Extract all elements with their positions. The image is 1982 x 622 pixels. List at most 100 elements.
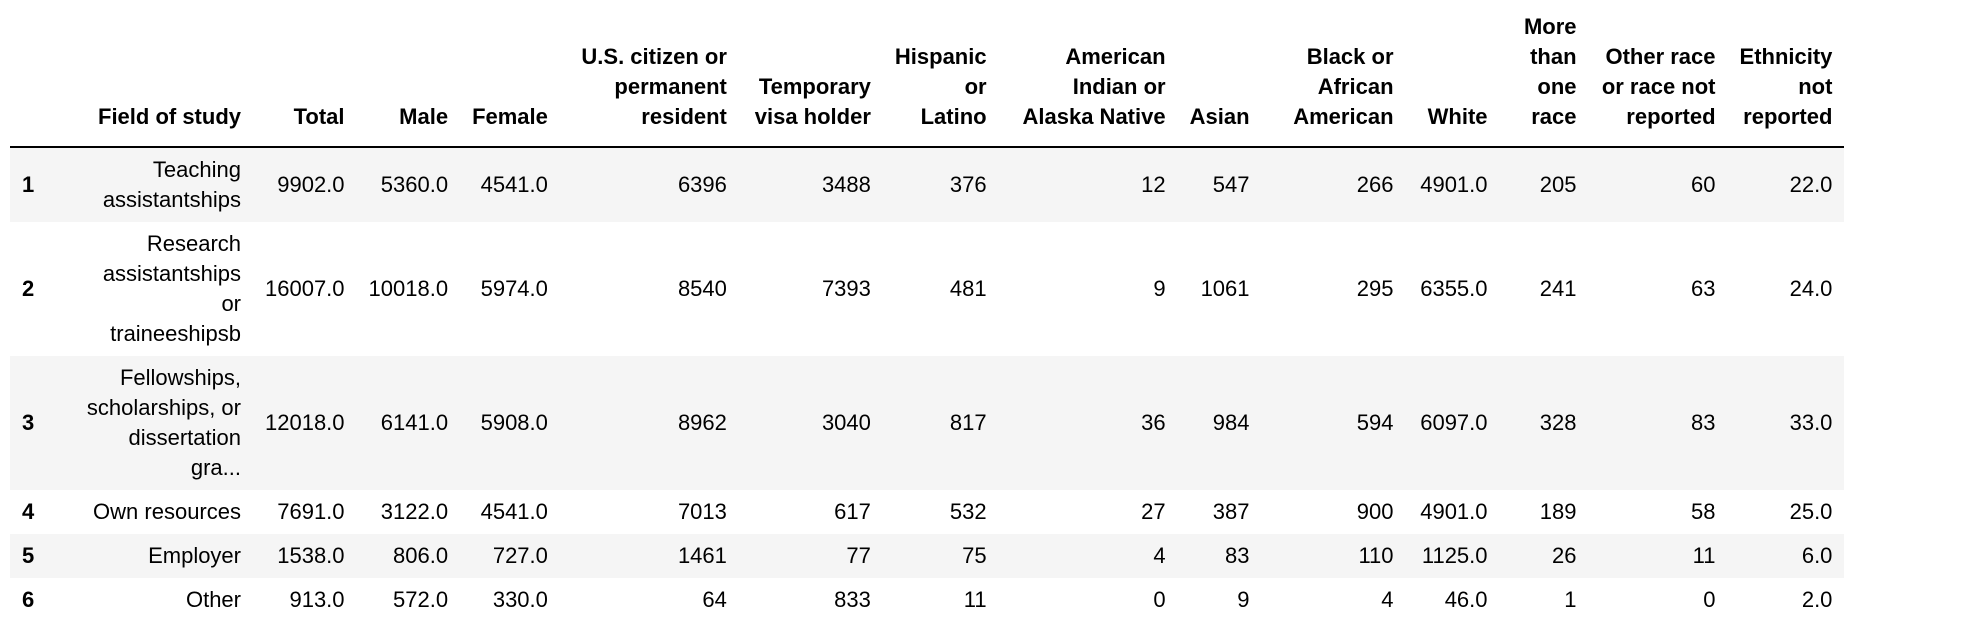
cell-asian: 547 xyxy=(1212,172,1250,197)
cell-us-citizen: 8540 xyxy=(677,276,727,301)
cell-black: 266 xyxy=(1356,172,1394,197)
table-row: 1 Teaching assistantships 9902.0 5360.0 … xyxy=(10,147,1845,222)
cell-white: 46.0 xyxy=(1444,587,1488,612)
cell-male: 5360.0 xyxy=(380,172,449,197)
cell-us-citizen: 7013 xyxy=(677,499,727,524)
column-header-ethnicity-not-reported: Ethnicity not reported xyxy=(1727,10,1845,148)
cell-other-race: 11 xyxy=(1692,543,1716,568)
cell-asian: 984 xyxy=(1212,410,1250,435)
cell-male: 572.0 xyxy=(393,587,449,612)
cell-hispanic: 481 xyxy=(949,276,987,301)
cell-american-indian: 36 xyxy=(1141,410,1166,435)
cell-hispanic: 376 xyxy=(949,172,987,197)
cell-white: 6355.0 xyxy=(1420,276,1488,301)
cell-black: 295 xyxy=(1356,276,1394,301)
cell-total: 16007.0 xyxy=(265,276,345,301)
cell-more-than-one-race: 189 xyxy=(1539,499,1577,524)
cell-asian: 1061 xyxy=(1200,276,1250,301)
column-header-male: Male xyxy=(356,10,461,148)
column-header-white: White xyxy=(1405,10,1500,148)
cell-total: 12018.0 xyxy=(265,410,345,435)
cell-total: 913.0 xyxy=(289,587,345,612)
cell-total: 9902.0 xyxy=(277,172,345,197)
cell-us-citizen: 1461 xyxy=(677,543,727,568)
table-row: 4 Own resources 7691.0 3122.0 4541.0 701… xyxy=(10,490,1845,534)
row-index: 6 xyxy=(22,587,35,612)
column-header-temporary-visa: Temporary visa holder xyxy=(738,10,883,148)
cell-more-than-one-race: 26 xyxy=(1552,543,1577,568)
cell-other-race: 58 xyxy=(1691,499,1716,524)
cell-male: 3122.0 xyxy=(380,499,449,524)
cell-ethnicity-not-reported: 2.0 xyxy=(1801,587,1833,612)
column-header-female: Female xyxy=(460,10,560,148)
cell-asian: 83 xyxy=(1225,543,1250,568)
data-table: Field of study Total Male Female U.S. ci… xyxy=(10,10,1845,622)
cell-black: 110 xyxy=(1358,543,1394,568)
cell-black: 900 xyxy=(1356,499,1394,524)
cell-ethnicity-not-reported: 33.0 xyxy=(1789,410,1833,435)
column-header-field-of-study: Field of study xyxy=(74,10,253,148)
row-index: 5 xyxy=(22,543,35,568)
cell-temporary-visa: 833 xyxy=(834,587,871,612)
cell-temporary-visa: 7393 xyxy=(821,276,871,301)
cell-other-race: 0 xyxy=(1703,587,1716,612)
cell-temporary-visa: 3488 xyxy=(821,172,871,197)
cell-white: 4901.0 xyxy=(1420,172,1488,197)
cell-black: 594 xyxy=(1356,410,1394,435)
cell-asian: 9 xyxy=(1237,587,1250,612)
column-header-asian: Asian xyxy=(1177,10,1262,148)
cell-hispanic: 75 xyxy=(962,543,987,568)
table-body: 1 Teaching assistantships 9902.0 5360.0 … xyxy=(10,147,1845,622)
cell-us-citizen: 8962 xyxy=(677,410,727,435)
cell-temporary-visa: 3040 xyxy=(821,410,871,435)
cell-male: 10018.0 xyxy=(368,276,449,301)
column-header-more-than-one-race: More than one race xyxy=(1499,10,1589,148)
cell-hispanic: 532 xyxy=(949,499,987,524)
cell-other-race: 60 xyxy=(1691,172,1716,197)
cell-field-of-study: Fellowships, scholarships, or dissertati… xyxy=(86,365,241,480)
cell-us-citizen: 64 xyxy=(702,587,727,612)
table-row: 6 Other 913.0 572.0 330.0 64 833 11 0 9 … xyxy=(10,578,1845,622)
index-header xyxy=(10,10,74,148)
cell-more-than-one-race: 205 xyxy=(1539,172,1577,197)
row-index: 1 xyxy=(22,172,35,197)
row-index: 3 xyxy=(22,410,35,435)
cell-female: 727.0 xyxy=(492,543,548,568)
table-row: 2 Research assistantships or traineeship… xyxy=(10,222,1845,356)
header-row: Field of study Total Male Female U.S. ci… xyxy=(10,10,1845,148)
cell-hispanic: 817 xyxy=(949,410,987,435)
cell-male: 806.0 xyxy=(393,543,449,568)
cell-temporary-visa: 77 xyxy=(846,543,871,568)
cell-female: 5908.0 xyxy=(480,410,548,435)
cell-white: 1125.0 xyxy=(1421,543,1488,568)
column-header-hispanic: Hispanic or Latino xyxy=(882,10,999,148)
cell-female: 4541.0 xyxy=(480,172,548,197)
cell-total: 7691.0 xyxy=(277,499,345,524)
cell-female: 4541.0 xyxy=(480,499,548,524)
cell-american-indian: 4 xyxy=(1153,543,1166,568)
cell-ethnicity-not-reported: 22.0 xyxy=(1789,172,1833,197)
cell-female: 5974.0 xyxy=(480,276,548,301)
cell-temporary-visa: 617 xyxy=(834,499,871,524)
column-header-other-race: Other race or race not reported xyxy=(1588,10,1728,148)
cell-other-race: 83 xyxy=(1691,410,1716,435)
cell-field-of-study: Own resources xyxy=(93,499,241,524)
cell-american-indian: 12 xyxy=(1141,172,1166,197)
cell-field-of-study: Teaching assistantships xyxy=(102,157,241,212)
cell-american-indian: 0 xyxy=(1153,587,1166,612)
cell-black: 4 xyxy=(1381,587,1394,612)
cell-field-of-study: Research assistantships or traineeshipsb xyxy=(102,231,241,346)
cell-more-than-one-race: 328 xyxy=(1539,410,1577,435)
cell-asian: 387 xyxy=(1212,499,1250,524)
table-header: Field of study Total Male Female U.S. ci… xyxy=(10,10,1845,148)
table-row: 5 Employer 1538.0 806.0 727.0 1461 77 75… xyxy=(10,534,1845,578)
column-header-us-citizen: U.S. citizen or permanent resident xyxy=(559,10,739,148)
column-header-american-indian: American Indian or Alaska Native xyxy=(998,10,1178,148)
cell-total: 1538.0 xyxy=(277,543,345,568)
cell-american-indian: 27 xyxy=(1141,499,1166,524)
cell-us-citizen: 6396 xyxy=(677,172,727,197)
cell-ethnicity-not-reported: 25.0 xyxy=(1789,499,1833,524)
cell-male: 6141.0 xyxy=(380,410,449,435)
column-header-total: Total xyxy=(253,10,357,148)
cell-field-of-study: Employer xyxy=(148,543,241,568)
